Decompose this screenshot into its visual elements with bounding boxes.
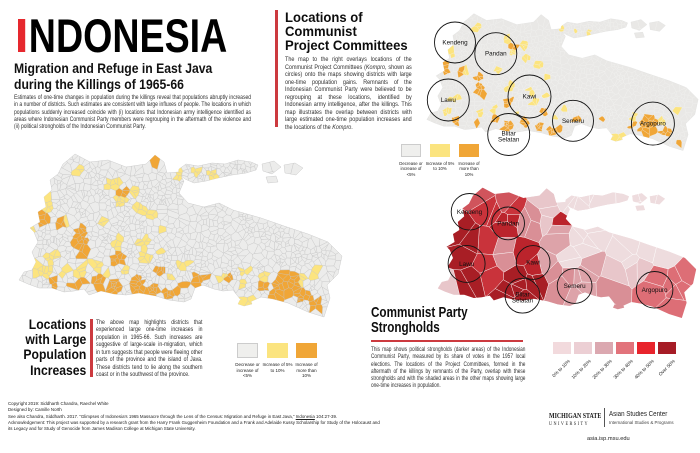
svg-text:Lawu: Lawu (459, 261, 475, 268)
svg-text:Kawi: Kawi (523, 94, 537, 101)
svg-text:Semeru: Semeru (562, 118, 585, 125)
svg-text:Pandan: Pandan (485, 51, 507, 58)
svg-text:Blitar: Blitar (515, 292, 529, 299)
svg-text:Selatan: Selatan (512, 298, 534, 305)
svg-text:Kendeng: Kendeng (457, 209, 483, 216)
svg-text:Argopuro: Argopuro (640, 121, 666, 128)
svg-text:Kawi: Kawi (526, 260, 540, 267)
svg-text:Pandan: Pandan (497, 220, 519, 227)
svg-text:Lawu: Lawu (441, 97, 457, 104)
svg-text:Blitar: Blitar (502, 131, 516, 138)
svg-text:Selatan: Selatan (498, 137, 520, 144)
svg-text:Semeru: Semeru (564, 283, 587, 290)
svg-text:Argopuro: Argopuro (642, 287, 668, 294)
svg-text:Kendeng: Kendeng (442, 40, 468, 47)
